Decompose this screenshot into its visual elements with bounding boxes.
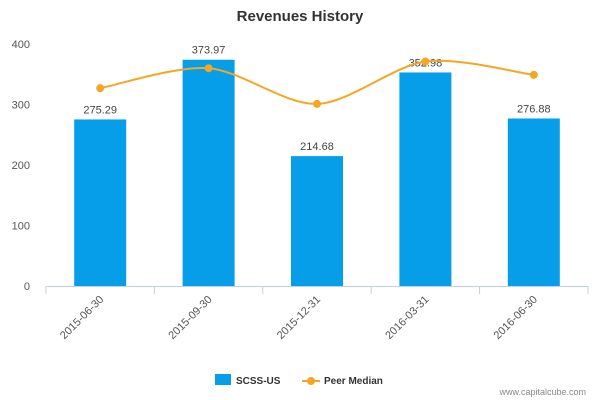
bar [74, 119, 127, 286]
bar [399, 72, 452, 286]
peer-median-line [100, 59, 534, 105]
y-tick-label: 400 [12, 39, 30, 51]
bar-data-label: 276.88 [517, 103, 551, 115]
legend: SCSS-US Peer Median [215, 374, 383, 387]
x-axis: 2015-06-30 2015-09-30 2015-12-31 2016-03-31… [45, 286, 589, 342]
x-tick-label: 2015-12-31 [275, 294, 323, 342]
x-tick-label: 2015-06-30 [58, 294, 106, 342]
legend-marker-peer-median [307, 377, 315, 385]
peer-median-point [313, 99, 321, 108]
peer-median-point [529, 70, 538, 79]
peer-median-series [96, 57, 538, 108]
bar [291, 156, 343, 286]
peer-median-point [96, 84, 105, 93]
bar [507, 118, 560, 286]
chart-title: Revenues History [237, 8, 364, 25]
peer-median-point [204, 64, 213, 73]
bar-data-label: 214.68 [300, 141, 334, 153]
x-tick-label: 2016-03-31 [383, 294, 431, 342]
y-tick-label: 300 [12, 100, 30, 112]
y-tick-label: 0 [24, 281, 30, 293]
bar-data-label: 275.29 [83, 104, 117, 116]
y-axis: 0 100 200 300 400 [12, 39, 30, 293]
bar-series [74, 59, 560, 286]
legend-label-scss-us: SCSS-US [236, 376, 281, 387]
legend-label-peer-median: Peer Median [324, 376, 383, 387]
y-tick-label: 200 [12, 160, 30, 172]
peer-median-point [421, 57, 430, 66]
bar-data-label: 373.97 [192, 45, 226, 57]
bar [182, 59, 235, 286]
y-tick-label: 100 [12, 221, 30, 233]
legend-swatch-scss-us [215, 374, 231, 385]
x-tick-label: 2015-09-30 [166, 294, 214, 342]
x-tick-label: 2016-06-30 [492, 294, 540, 342]
watermark: www.capitalcube.com [498, 387, 586, 397]
